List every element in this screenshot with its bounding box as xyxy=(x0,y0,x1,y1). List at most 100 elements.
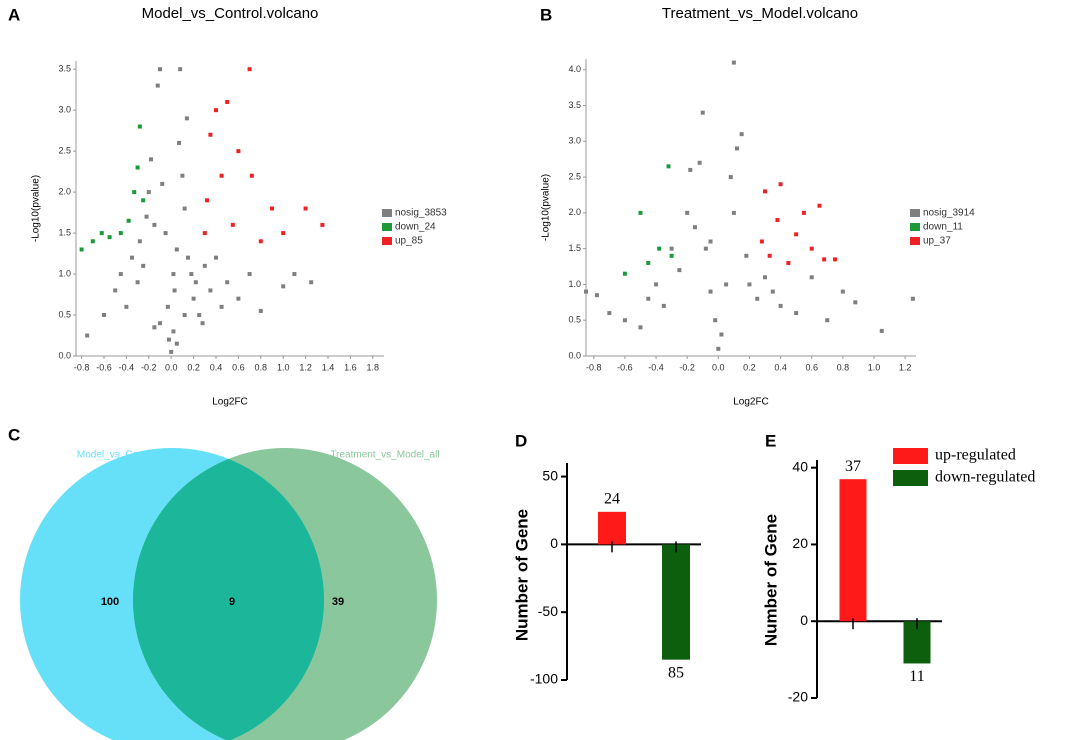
point xyxy=(124,304,129,309)
legend-swatch xyxy=(910,237,920,245)
point xyxy=(853,300,858,305)
x-tick-label: -0.8 xyxy=(74,362,90,372)
bar xyxy=(662,544,690,660)
x-tick-label: -0.4 xyxy=(648,362,664,372)
point xyxy=(677,268,682,273)
point xyxy=(141,263,146,268)
point xyxy=(202,263,207,268)
point xyxy=(731,60,736,65)
x-tick-label: 0.4 xyxy=(210,362,223,372)
y-tick-label: 1.0 xyxy=(568,279,581,289)
point xyxy=(303,206,308,211)
point xyxy=(763,189,768,194)
point xyxy=(208,288,213,293)
panel-letter: C xyxy=(8,425,20,444)
x-tick-label: 1.2 xyxy=(299,362,312,372)
legend-label: down_11 xyxy=(923,222,963,233)
y-axis-label: -Log10(pvalue) xyxy=(31,175,42,242)
point xyxy=(169,349,174,354)
point xyxy=(622,271,627,276)
y-axis-label: -Log10(pvalue) xyxy=(541,174,552,241)
legend-swatch xyxy=(893,470,928,486)
point xyxy=(258,239,263,244)
point xyxy=(281,231,286,236)
legend-swatch xyxy=(893,448,928,464)
point xyxy=(172,288,177,293)
legend-swatch xyxy=(910,223,920,231)
point xyxy=(840,289,845,294)
legend-label: nosig_3914 xyxy=(923,208,975,219)
y-axis-label: Number of Gene xyxy=(761,514,780,646)
point xyxy=(180,173,185,178)
point xyxy=(135,165,140,170)
y-tick-label: 3.0 xyxy=(568,136,581,146)
legend-label: nosig_3853 xyxy=(395,208,447,219)
count: 9 xyxy=(229,596,235,608)
y-tick-label: -50 xyxy=(538,603,558,619)
point xyxy=(208,132,213,137)
point xyxy=(638,325,643,330)
point xyxy=(118,231,123,236)
point xyxy=(165,304,170,309)
point xyxy=(607,311,612,316)
point xyxy=(247,67,252,72)
point xyxy=(186,255,190,260)
value-label: 24 xyxy=(604,490,620,507)
point xyxy=(99,231,104,236)
y-tick-label: 1.5 xyxy=(568,243,581,253)
point xyxy=(182,206,187,211)
count: 39 xyxy=(332,596,344,608)
point xyxy=(708,289,713,294)
point xyxy=(809,275,814,280)
y-tick-label: -20 xyxy=(788,689,808,705)
point xyxy=(759,239,764,244)
point xyxy=(174,341,179,346)
point xyxy=(320,222,325,227)
point xyxy=(144,214,149,219)
point xyxy=(638,210,643,215)
overlap-region xyxy=(133,448,324,740)
point xyxy=(171,272,176,277)
point xyxy=(734,146,739,151)
point xyxy=(770,289,775,294)
point xyxy=(152,325,157,330)
y-tick-label: 20 xyxy=(792,535,808,551)
y-tick-label: 3.5 xyxy=(58,64,71,74)
point xyxy=(113,288,118,293)
point xyxy=(646,260,651,265)
point xyxy=(654,282,659,287)
x-tick-label: 1.8 xyxy=(367,362,380,372)
y-tick-label: 0.5 xyxy=(568,315,581,325)
point xyxy=(137,124,142,129)
point xyxy=(135,280,140,285)
point xyxy=(149,157,154,162)
point xyxy=(219,304,224,309)
point xyxy=(130,255,134,260)
point xyxy=(809,246,814,251)
point xyxy=(685,210,690,215)
point xyxy=(817,203,822,208)
legend-label: up_85 xyxy=(395,236,423,247)
point xyxy=(763,275,768,280)
point xyxy=(225,280,230,285)
y-tick-label: 40 xyxy=(792,458,808,474)
legend-swatch xyxy=(910,209,920,217)
point xyxy=(236,149,241,154)
point xyxy=(739,132,744,137)
y-tick-label: 1.0 xyxy=(58,268,71,278)
point xyxy=(174,247,179,252)
point xyxy=(825,318,830,323)
point xyxy=(146,190,151,195)
y-tick-label: 3.5 xyxy=(568,100,581,110)
bar xyxy=(839,479,867,622)
x-tick-label: 0.0 xyxy=(712,362,725,372)
point xyxy=(158,321,162,326)
point xyxy=(225,99,230,104)
point xyxy=(767,253,772,258)
x-tick-label: -0.2 xyxy=(141,362,157,372)
point xyxy=(247,272,252,277)
legend-swatch xyxy=(382,237,392,245)
x-axis-label: Log2FC xyxy=(733,397,769,408)
point xyxy=(197,313,202,318)
y-tick-label: 3.0 xyxy=(58,105,71,115)
